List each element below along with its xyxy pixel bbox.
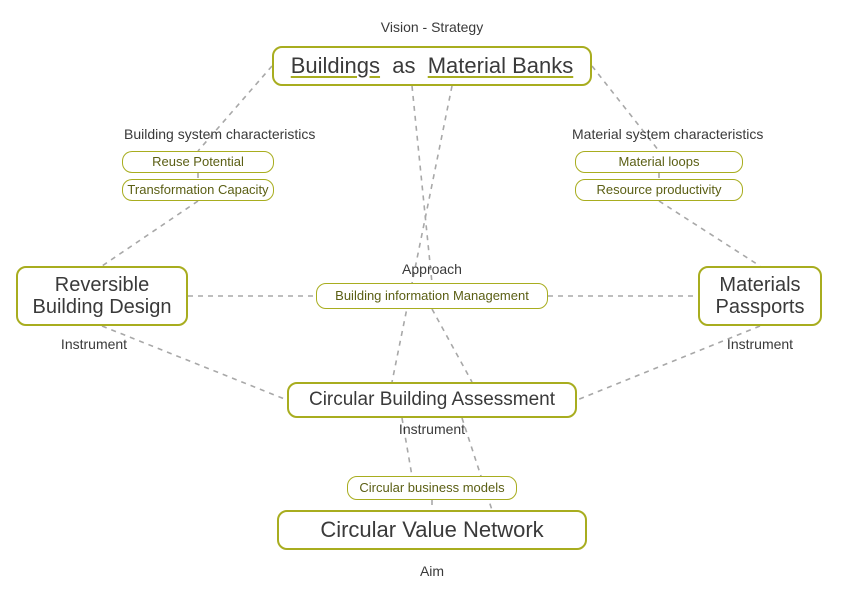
- edge-rbd-cba: [102, 326, 287, 400]
- edge-transf-rbd: [102, 201, 198, 266]
- node-title: Buildings as Material Banks: [272, 46, 592, 86]
- node-rbd: Reversible Building Design: [16, 266, 188, 326]
- node-reuse: Reuse Potential: [122, 151, 274, 173]
- node-cbm: Circular business models: [347, 476, 517, 500]
- label-bsc: Building system characteristics: [124, 126, 315, 142]
- node-mp: Materials Passports: [698, 266, 822, 326]
- label-aim: Aim: [420, 563, 444, 579]
- edge-title-bim: [412, 86, 432, 283]
- label-approach: Approach: [402, 261, 462, 277]
- node-cba: Circular Building Assessment: [287, 382, 577, 418]
- label-vision: Vision - Strategy: [381, 19, 483, 35]
- node-bim: Building information Management: [316, 283, 548, 309]
- node-transf: Transformation Capacity: [122, 179, 274, 201]
- edge-title-cba: [392, 86, 452, 382]
- node-cvn: Circular Value Network: [277, 510, 587, 550]
- label-instr_left: Instrument: [61, 336, 127, 352]
- edge-bim-cba: [432, 309, 472, 382]
- label-instr_mid: Instrument: [399, 421, 465, 437]
- edge-rprod-mp: [659, 201, 760, 266]
- node-mloops: Material loops: [575, 151, 743, 173]
- label-msc: Material system characteristics: [572, 126, 763, 142]
- label-instr_right: Instrument: [727, 336, 793, 352]
- node-rprod: Resource productivity: [575, 179, 743, 201]
